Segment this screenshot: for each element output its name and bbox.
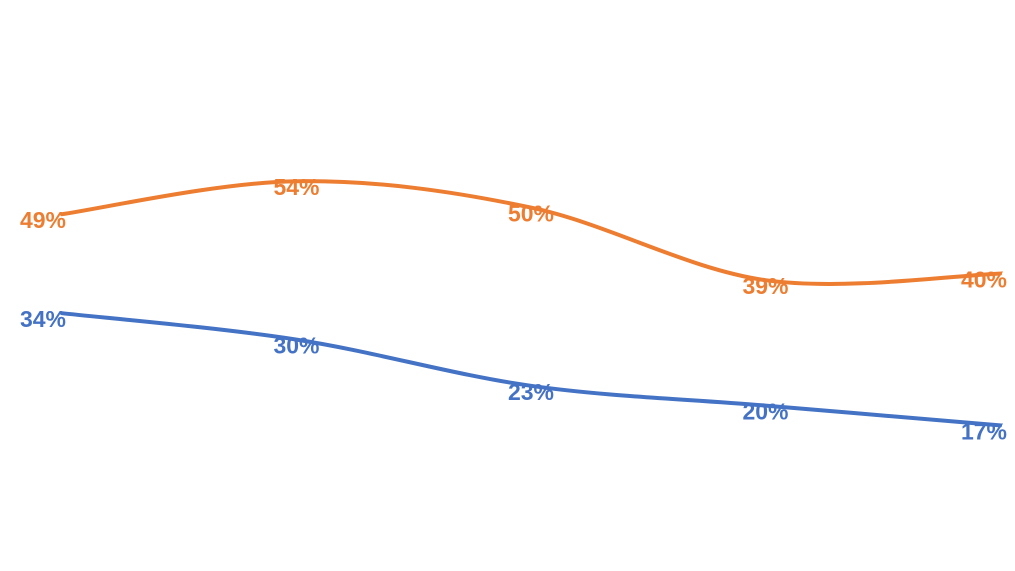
data-label-s0-p4: 40% [961,267,1007,293]
data-label-s1-p3: 20% [742,399,788,425]
series-lines [60,179,1002,428]
data-label-s0-p0: 49% [20,207,66,233]
data-label-s1-p1: 30% [273,333,319,359]
data-label-s1-p4: 17% [961,418,1007,444]
data-label-s1-p0: 34% [20,306,66,332]
data-label-s0-p3: 39% [742,273,788,299]
series-line-1 [60,311,1002,428]
data-label-s1-p2: 23% [508,379,554,405]
data-label-s0-p2: 50% [508,201,554,227]
data-label-s0-p1: 54% [273,174,319,200]
series-line-0 [60,179,1002,286]
data-labels: 49% 54% 50% 39% 40% 34% 30% 23% 20% 17% [20,174,1007,444]
